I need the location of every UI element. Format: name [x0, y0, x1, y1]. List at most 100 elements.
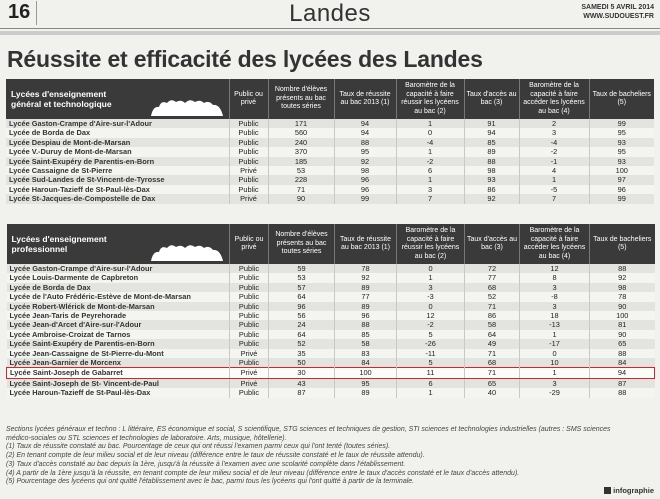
cell: 52	[268, 339, 335, 349]
cell: 64	[268, 292, 335, 302]
cell: 3	[519, 282, 590, 293]
rule	[0, 28, 660, 29]
cell: 59	[268, 264, 335, 274]
cell: 65	[589, 339, 655, 349]
cell: 94	[463, 128, 519, 138]
cell: Public	[229, 358, 269, 368]
table-row: Lycée Louis-Darmente de Capbreton Public 5…	[6, 273, 655, 283]
section-title: Landes	[289, 0, 371, 27]
school-name: Lycée Saint-Joseph de Gabarret	[6, 367, 230, 379]
cell: 64	[464, 329, 520, 340]
cell: -3	[396, 292, 465, 302]
brand-square-icon	[604, 487, 612, 494]
school-name: Lycée Saint-Exupéry de Parentis-en-Born	[6, 156, 229, 167]
cell: 6	[395, 166, 464, 176]
cell: 96	[588, 184, 654, 195]
infographie-credit: infographie	[604, 486, 654, 495]
cell: 3	[396, 282, 465, 293]
cell: 88	[589, 348, 655, 359]
table-row: Lycée de Borda de Dax Public 57 89 3 68 3 98	[6, 282, 655, 293]
col-header: Public ou privé	[228, 79, 268, 119]
group-header: Lycées d'enseignement général et technol…	[6, 79, 229, 119]
cell: 98	[463, 166, 519, 176]
site-url[interactable]: WWW.SUDOUEST.FR	[583, 13, 654, 20]
table-row: Lycée Jean-Taris de Peyrehorade Public 56 9…	[6, 311, 655, 321]
cell: Public	[228, 184, 268, 195]
cell: Public	[228, 119, 268, 129]
cell: 50	[268, 358, 335, 368]
cell: -11	[396, 348, 465, 359]
school-name: Lycée Haroun-Tazieff de St-Paul-lès-Dax	[6, 388, 230, 398]
cell: 89	[334, 282, 397, 293]
cell: 1	[518, 175, 589, 185]
cell: -2	[395, 156, 464, 167]
cell: 1	[519, 329, 590, 340]
cell: 228	[267, 175, 334, 185]
table-row: Lycée Saint-Joseph de St- Vincent-de-Pau…	[6, 378, 655, 389]
cell: 185	[267, 156, 334, 167]
cell: 95	[588, 128, 654, 138]
cell: 81	[589, 320, 655, 330]
cell: 72	[464, 264, 520, 274]
cell: 85	[463, 137, 519, 148]
cell: 53	[268, 273, 335, 283]
school-name: Lycée V.-Duruy de Mont-de-Marsan	[6, 147, 229, 157]
cell: -2	[396, 320, 465, 330]
table-row: Lycée Jean-d'Arcet d'Aire-sur-l'Adour Pub…	[6, 320, 655, 330]
cell: 95	[333, 147, 396, 157]
footnote-line: (2) En tenant compte de leur milieu soci…	[6, 452, 425, 460]
cell: 0	[519, 348, 590, 359]
cell: 97	[588, 175, 654, 185]
table-row: Lycée Gaston-Crampe d'Aire-sur-l'Adour Pu…	[6, 264, 655, 274]
table-professional: Lycées d'enseignement professionnel Publ…	[6, 224, 655, 398]
school-name: Lycée de Borda de Dax	[6, 282, 230, 293]
col-header: Taux de bacheliers (5)	[589, 224, 655, 264]
cell: 11	[396, 367, 465, 379]
cell: 0	[396, 264, 465, 274]
col-header: Taux d'accès au bac (3)	[464, 224, 520, 264]
cell: Privé	[229, 378, 269, 389]
school-name: Lycée St-Jacques-de-Compostelle de Dax	[6, 194, 229, 204]
footnote-line: (5) Pourcentage des lycéens qui ont quit…	[6, 478, 415, 486]
cell: 71	[267, 184, 334, 195]
cell: -1	[518, 156, 589, 167]
cell: 71	[464, 301, 520, 312]
cell: -26	[396, 339, 465, 349]
cell: 90	[589, 329, 655, 340]
cell: Public	[229, 301, 269, 312]
cell: 171	[267, 119, 334, 129]
cell: 30	[268, 367, 335, 379]
cell: 99	[588, 194, 654, 204]
cell: 1	[395, 119, 464, 129]
cell: 56	[268, 311, 335, 321]
cell: Privé	[229, 348, 269, 359]
cell: 98	[333, 166, 396, 176]
cell: 78	[589, 292, 655, 302]
cell: 68	[464, 282, 520, 293]
table-row: Lycée Sud-Landes de St-Vincent-de-Tyross…	[6, 175, 654, 185]
cell: 96	[268, 301, 335, 312]
cell: 40	[464, 388, 520, 398]
cell: 77	[464, 273, 520, 283]
cell: Public	[229, 264, 269, 274]
cell: 3	[395, 184, 464, 195]
school-name: Lycée Haroun-Tazieff de St-Paul-lès-Dax	[6, 184, 229, 195]
school-name: Lycée de l'Auto Frédéric-Estève de Mont-…	[6, 292, 230, 302]
school-name: Lycée Ambroise-Croizat de Tarnos	[6, 329, 230, 340]
cell: -4	[395, 137, 464, 148]
table-row-highlighted: Lycée Saint-Joseph de Gabarret Privé 30 100…	[6, 367, 655, 379]
cell: 93	[463, 175, 519, 185]
col-header: Baromètre de la capacité à faire réussir…	[395, 79, 464, 119]
col-header: Baromètre de la capacité à faire accéder…	[519, 224, 590, 264]
cell: -4	[518, 137, 589, 148]
cell: Privé	[228, 166, 268, 176]
cell: 84	[334, 358, 397, 368]
cell: 83	[334, 348, 397, 359]
issue-date: SAMEDI 5 AVRIL 2014	[581, 4, 654, 11]
footnote-line: médico-sociales ou STL sciences et techn…	[6, 434, 287, 442]
cell: Public	[229, 292, 269, 302]
cell: 68	[464, 358, 520, 368]
school-name: Lycée de Borda de Dax	[6, 128, 229, 138]
cell: 1	[396, 388, 465, 398]
cell: 98	[589, 282, 655, 293]
